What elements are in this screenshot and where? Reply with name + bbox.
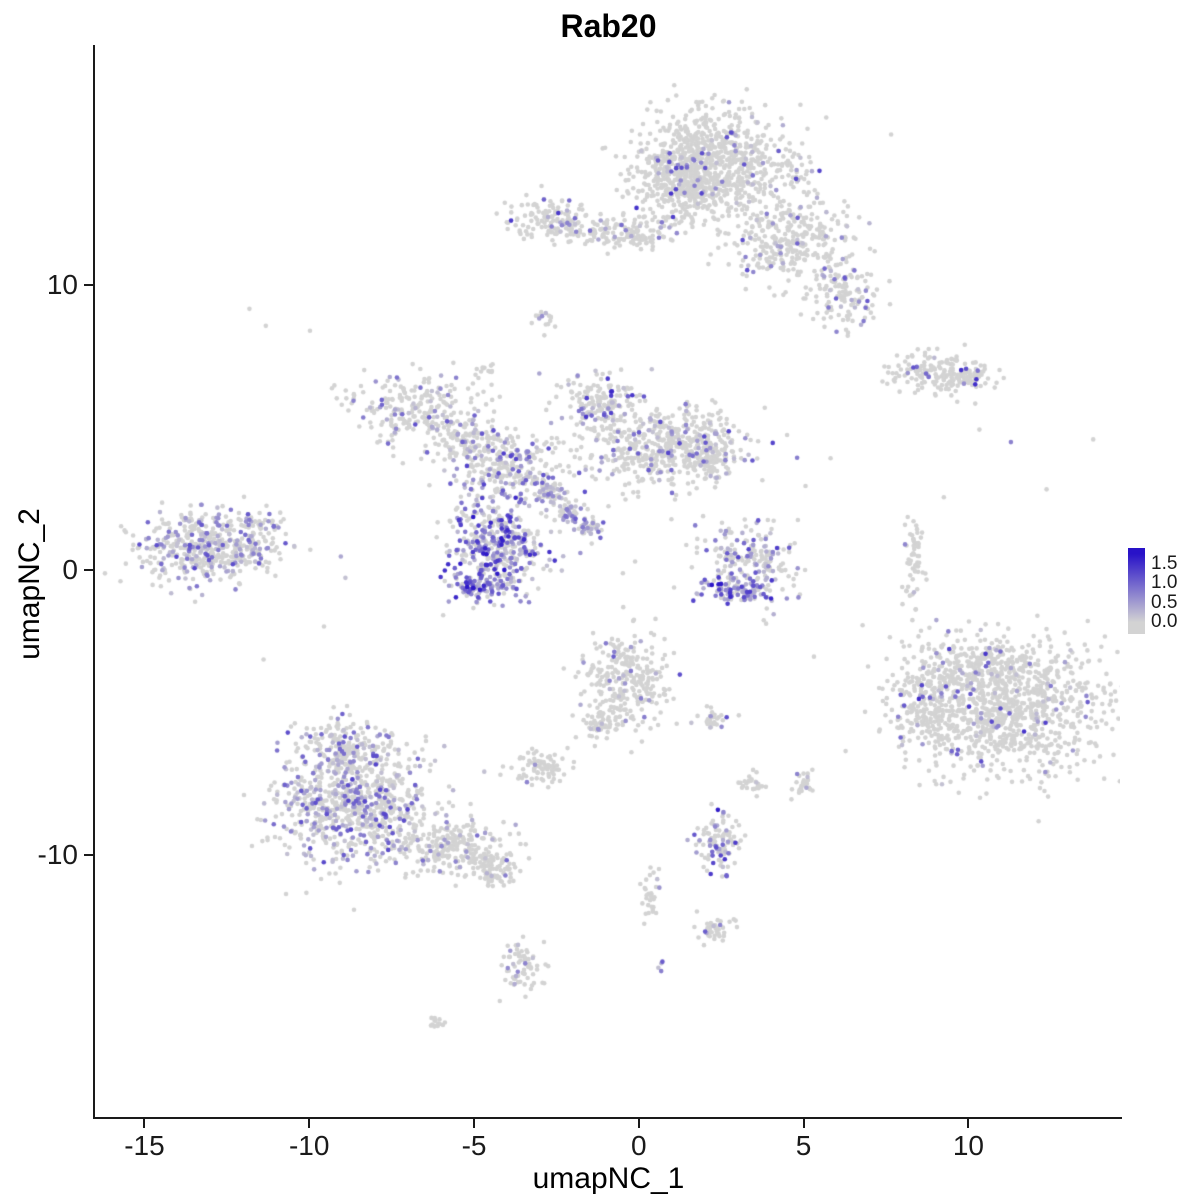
y-tick-label: 0 xyxy=(62,554,78,586)
x-axis-label: umapNC_1 xyxy=(532,1162,685,1195)
y-tick-label: -10 xyxy=(37,839,78,871)
legend-tick-label: 0.5 xyxy=(1151,591,1178,613)
x-tick-label: -10 xyxy=(288,1130,330,1161)
x-tick-label: 5 xyxy=(795,1130,812,1161)
legend-tick-label: 1.0 xyxy=(1151,572,1178,594)
legend-tick-label: 1.5 xyxy=(1151,552,1178,574)
x-tick-mark xyxy=(967,1119,970,1128)
chart-title: Rab20 xyxy=(560,8,657,44)
x-tick-label: -15 xyxy=(124,1130,165,1161)
scatter-canvas xyxy=(95,45,1120,1118)
plot-panel xyxy=(95,45,1120,1118)
legend-tick-label: 0.0 xyxy=(1151,611,1178,633)
legend-gradient-bar xyxy=(1128,548,1145,634)
y-axis-line xyxy=(93,45,95,1119)
x-tick-mark xyxy=(308,1119,311,1128)
x-tick-mark xyxy=(637,1119,640,1128)
x-tick-label: 10 xyxy=(952,1130,984,1161)
x-tick-mark xyxy=(473,1119,476,1128)
x-tick-label: -5 xyxy=(461,1130,487,1161)
y-tick-label: 10 xyxy=(46,268,78,300)
legend-colorbar: 1.5 1.0 0.5 0.0 xyxy=(1128,548,1198,638)
y-tick-mark xyxy=(84,854,93,857)
y-tick-mark xyxy=(84,569,93,572)
x-tick-label: 0 xyxy=(631,1130,647,1161)
y-axis-label: umapNC_2 xyxy=(13,508,46,660)
y-tick-mark xyxy=(84,283,93,286)
x-axis-line xyxy=(93,1117,1122,1119)
x-tick-mark xyxy=(143,1119,146,1128)
x-tick-mark xyxy=(802,1119,805,1128)
